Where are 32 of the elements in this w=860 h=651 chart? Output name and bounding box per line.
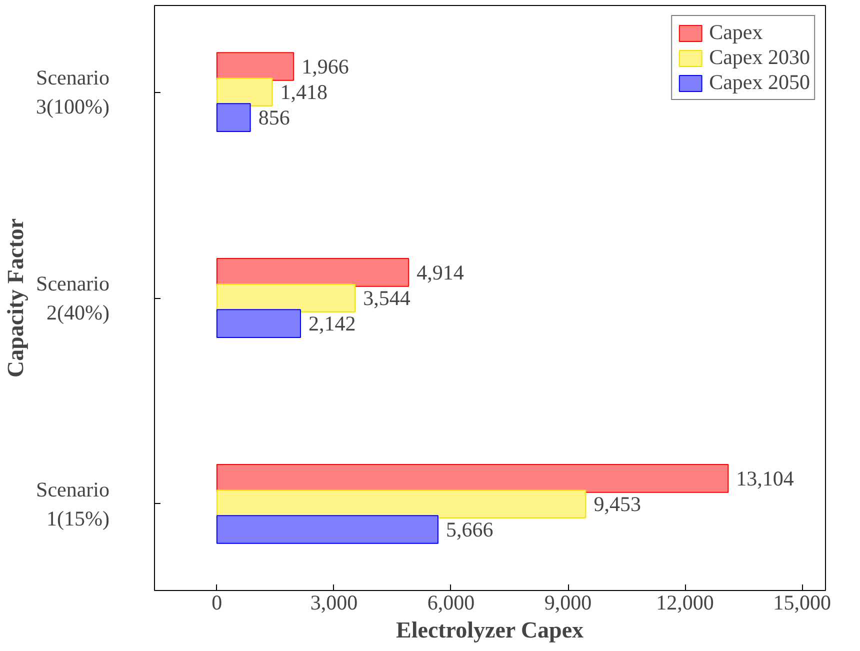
bar <box>216 490 586 518</box>
bar <box>216 515 438 544</box>
bar <box>216 309 301 338</box>
data-label: 13,104 <box>736 466 794 490</box>
data-label: 5,666 <box>446 518 494 542</box>
x-tick-label: 9,000 <box>544 590 592 614</box>
data-label: 9,453 <box>594 492 641 516</box>
x-axis-title: Electrolyzer Capex <box>396 618 584 642</box>
data-label: 1,966 <box>302 54 349 78</box>
legend-label: Capex <box>709 20 763 45</box>
x-tick-label: 0 <box>212 590 222 614</box>
bar <box>216 464 729 493</box>
x-tick-label: 12,000 <box>656 590 714 614</box>
bar <box>216 258 410 287</box>
legend-label: Capex 2030 <box>709 45 810 70</box>
x-tick-label: 6,000 <box>427 590 475 614</box>
data-label: 856 <box>258 106 290 130</box>
bar <box>216 103 251 132</box>
bar <box>216 52 294 81</box>
y-axis-title: Capacity Factor <box>3 218 28 378</box>
x-tick-label: 3,000 <box>310 590 358 614</box>
bar <box>216 284 356 312</box>
data-label: 4,914 <box>416 260 464 284</box>
y-tick-label: Scenario 3(100%) <box>36 66 110 118</box>
data-label: 2,142 <box>308 312 356 336</box>
y-tick-label: Scenario 1(15%) <box>36 478 110 530</box>
data-label: 1,418 <box>280 80 328 104</box>
data-label: 3,544 <box>363 286 411 310</box>
y-tick-label: Scenario 2(40%) <box>36 272 110 324</box>
x-tick-label: 15,000 <box>773 590 831 614</box>
bar <box>216 78 273 106</box>
legend-label: Capex 2050 <box>709 70 810 95</box>
